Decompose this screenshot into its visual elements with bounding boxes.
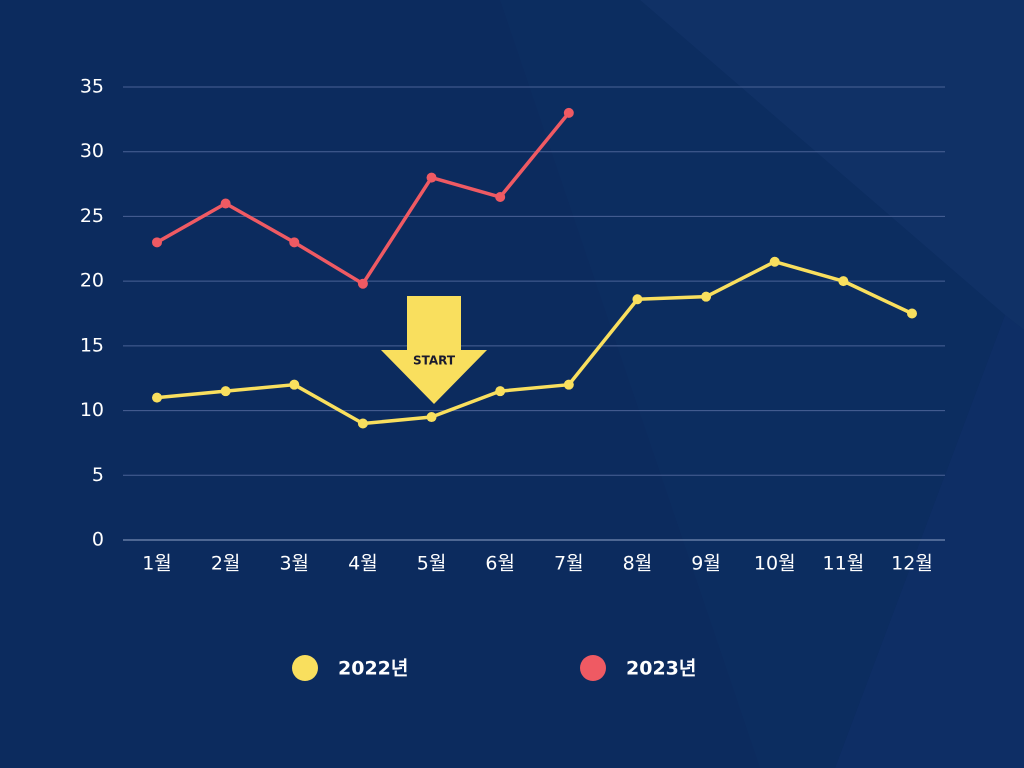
point (495, 192, 506, 203)
legend-swatch (292, 655, 318, 681)
point (289, 237, 300, 248)
point (495, 386, 506, 397)
point (701, 291, 712, 302)
y-tick-label: 5 (92, 464, 104, 486)
x-tick-label: 10월 (754, 553, 796, 575)
point (426, 412, 437, 423)
point (357, 418, 368, 429)
x-tick-label: 6월 (485, 553, 515, 575)
point (220, 198, 231, 209)
x-tick-label: 7월 (554, 553, 584, 575)
point (563, 107, 574, 118)
x-tick-label: 4월 (348, 553, 378, 575)
y-tick-label: 10 (80, 399, 104, 421)
point (289, 379, 300, 390)
point (152, 237, 162, 248)
point (357, 278, 368, 289)
y-tick-label: 35 (80, 76, 104, 98)
point (632, 294, 643, 305)
y-tick-label: 30 (80, 140, 104, 162)
start-arrow: START (381, 296, 487, 404)
y-tick-label: 0 (92, 529, 104, 551)
decor (835, 315, 1024, 768)
series-line (156, 259, 913, 426)
y-tick-label: 15 (80, 334, 104, 356)
x-tick-label: 8월 (623, 553, 653, 575)
decor (640, 0, 1024, 330)
y-tick-label: 25 (80, 205, 104, 227)
annotation: START (413, 354, 456, 368)
point (152, 392, 162, 403)
x-tick-label: 3월 (279, 553, 309, 575)
x-tick-label: 9월 (691, 553, 721, 575)
legend-swatch (580, 655, 606, 681)
x-tick-label: 11월 (823, 553, 865, 575)
point (907, 308, 917, 319)
legend-label: 2022년 (338, 658, 408, 680)
point (769, 256, 780, 267)
decor (500, 0, 1005, 768)
x-tick-label: 5월 (417, 553, 447, 575)
legend-label: 2023년 (626, 658, 696, 680)
x-tick-label: 1월 (142, 553, 172, 575)
point (426, 172, 437, 183)
point (220, 386, 231, 397)
arrow-shape (381, 296, 487, 404)
point (563, 379, 574, 390)
y-tick-label: 20 (80, 270, 104, 292)
point (838, 276, 849, 287)
x-tick-label: 12월 (891, 553, 933, 575)
x-tick-label: 2월 (211, 553, 241, 575)
